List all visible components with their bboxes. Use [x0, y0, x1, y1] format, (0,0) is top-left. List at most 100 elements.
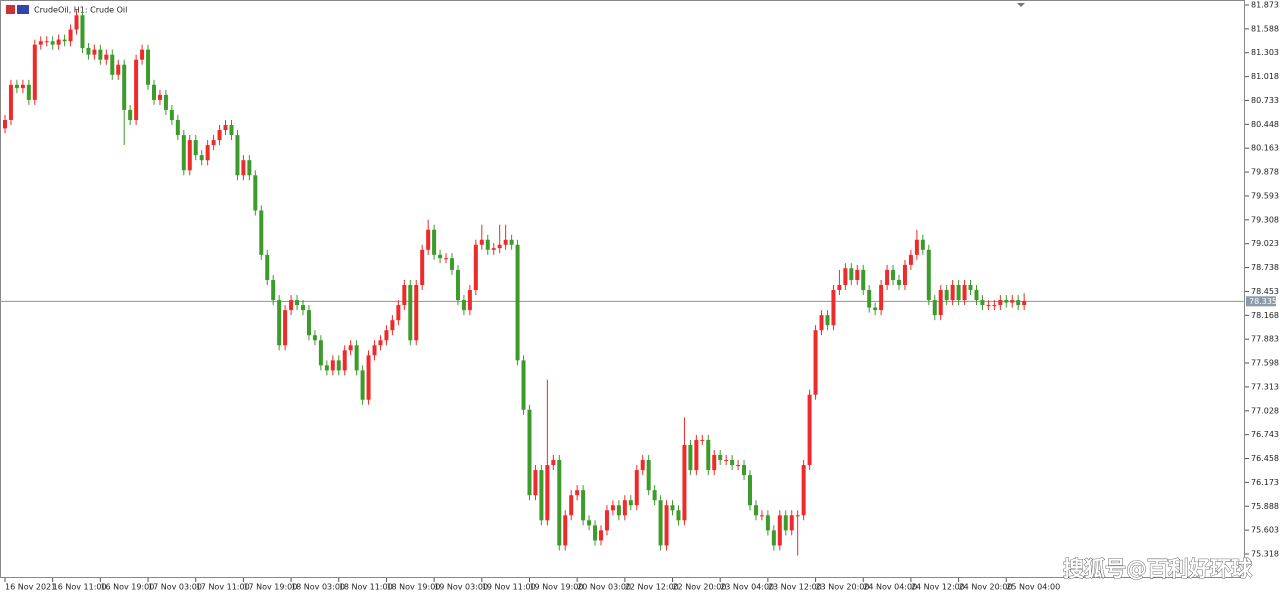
candle-body [670, 505, 675, 511]
candle-body [140, 49, 145, 60]
y-tick-label: 77.313 [1251, 382, 1279, 391]
candle-body [175, 119, 180, 136]
candle-body [873, 307, 878, 311]
candle-body [503, 239, 508, 245]
candle-body [44, 41, 49, 43]
candle-body [664, 505, 669, 546]
candle-body [688, 444, 693, 471]
candle-body [628, 500, 633, 506]
candle-body [730, 460, 735, 466]
candle-body [396, 305, 401, 321]
candle-body [68, 29, 73, 42]
candle-body [515, 244, 520, 361]
candle-body [1016, 300, 1021, 306]
candle-body [867, 290, 872, 308]
candle-body [348, 345, 353, 351]
candle-body [241, 160, 246, 176]
x-tick-label: 23 Nov 04:00 [720, 583, 774, 592]
candle-body [843, 268, 848, 285]
x-tick-label: 23 Nov 20:00 [816, 583, 870, 592]
candle-body [283, 310, 288, 346]
candle-body [599, 530, 603, 541]
y-tick-label: 78.453 [1251, 287, 1279, 296]
x-tick-label: 18 Nov 03:00 [291, 583, 345, 592]
candle-body [426, 229, 431, 250]
y-tick-label: 76.173 [1251, 478, 1279, 487]
candle-body [718, 455, 723, 461]
candle-body [944, 290, 949, 301]
candle-body [205, 145, 210, 161]
x-tick-label: 16 Nov 2021 [5, 583, 56, 592]
candle-body [819, 315, 824, 331]
candle-body [891, 269, 896, 280]
candle-body [914, 239, 919, 255]
candle-body [998, 300, 1003, 306]
candle-body [211, 140, 216, 146]
candle-body [908, 254, 913, 265]
candle-body [956, 284, 961, 301]
candle-body [1022, 300, 1027, 306]
candle-body [813, 330, 818, 395]
candle-body [187, 140, 192, 171]
candle-body [539, 470, 544, 521]
candle-body [581, 490, 586, 521]
candle-body [56, 39, 61, 45]
candle-body [20, 84, 25, 89]
candle-body [253, 175, 258, 211]
candle-body [438, 254, 443, 259]
candle-body [563, 515, 568, 546]
candle-body [473, 244, 478, 291]
candle-body [950, 284, 955, 301]
y-tick-label: 81.303 [1251, 48, 1279, 57]
candle-body [855, 269, 860, 280]
candle-body [932, 300, 937, 316]
candle-body [682, 444, 687, 521]
x-tick-label: 20 Nov 03:00 [577, 583, 631, 592]
y-tick-label: 76.743 [1251, 430, 1279, 439]
candle-body [742, 465, 747, 476]
candle-body [885, 269, 890, 285]
candle-body [193, 140, 198, 156]
candle-body [825, 315, 830, 326]
candle-body [575, 490, 580, 496]
candle-body [98, 49, 103, 60]
candle-body [38, 41, 43, 45]
candle-body [62, 39, 67, 42]
candle-body [223, 125, 228, 131]
y-tick-label: 75.318 [1251, 550, 1279, 559]
candle-body [455, 269, 460, 301]
y-tick-label: 79.878 [1251, 168, 1279, 177]
candle-body [879, 284, 884, 311]
candle-body [420, 249, 425, 285]
candle-body [849, 268, 854, 280]
candle-body [467, 290, 472, 311]
x-tick-label: 16 Nov 19:00 [100, 583, 154, 592]
candle-body [384, 330, 389, 341]
candle-body [92, 49, 97, 55]
candle-body [593, 525, 598, 541]
candle-body [26, 84, 31, 100]
candle-body [527, 409, 532, 496]
x-tick-label: 23 Nov 12:00 [768, 583, 822, 592]
y-tick-label: 76.458 [1251, 454, 1279, 463]
y-tick-label: 75.888 [1251, 502, 1279, 511]
candle-body [986, 305, 991, 307]
candle-body [3, 119, 7, 129]
candle-body [926, 249, 931, 301]
watermark: 搜狐号@百利好环球 [1063, 557, 1253, 581]
candle-body [748, 475, 752, 506]
candle-body [312, 335, 317, 341]
candle-body [974, 290, 979, 301]
x-tick-label: 19 Nov 19:00 [529, 583, 583, 592]
candle-body [169, 109, 174, 120]
icon [6, 5, 15, 14]
price-tag [1246, 296, 1276, 307]
candle-body [432, 229, 437, 255]
candle-body [301, 305, 305, 311]
candle-body [199, 155, 204, 161]
candle-body [277, 300, 282, 346]
x-tick-label: 19 Nov 03:00 [434, 583, 488, 592]
candle-body [497, 244, 502, 249]
candle-body [831, 290, 836, 326]
price-tag-label: 78.335 [1249, 297, 1277, 306]
